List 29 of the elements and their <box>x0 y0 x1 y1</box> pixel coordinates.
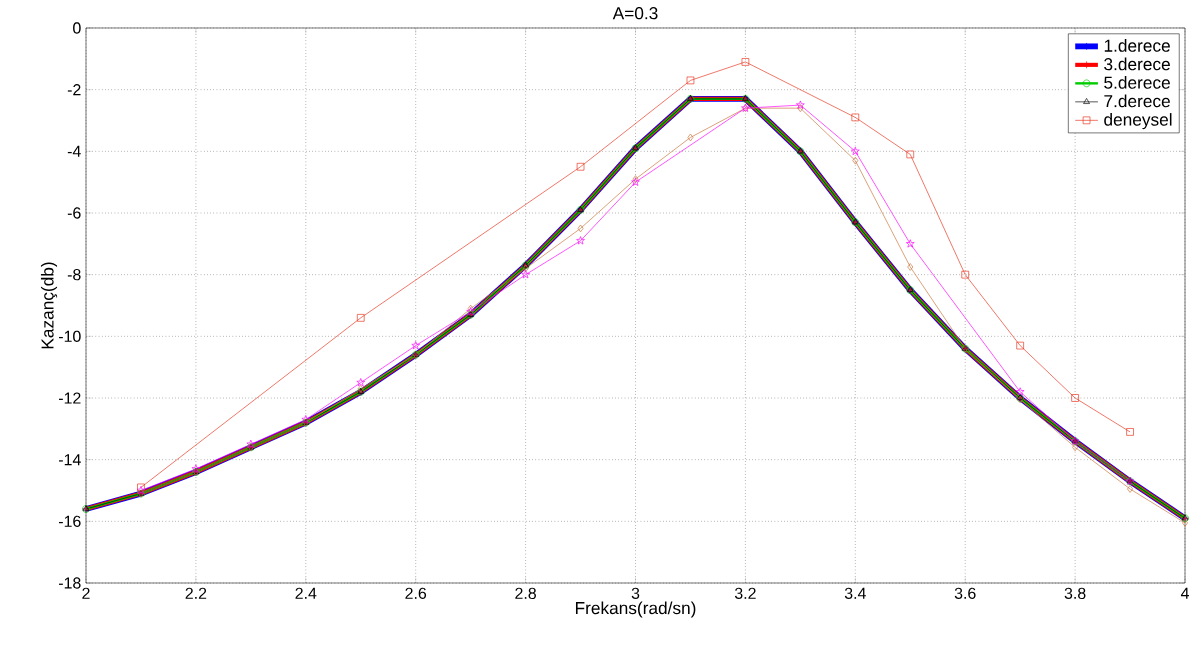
x-axis-title: Frekans(rad/sn) <box>575 601 696 618</box>
y-tick-label: -16 <box>58 515 81 527</box>
y-tick-label: -12 <box>58 392 81 404</box>
chart-title: A=0.3 <box>612 7 658 20</box>
x-tick-label: 3.8 <box>1064 587 1086 599</box>
legend-label: 5.derece <box>1104 76 1170 89</box>
y-tick-label: -4 <box>67 145 81 157</box>
legend-label: 3.derece <box>1104 57 1170 71</box>
y-tick-label: -18 <box>58 577 81 589</box>
y-axis-title: Kazanç(db) <box>40 262 58 349</box>
x-tick-label: 3.2 <box>734 587 756 599</box>
x-tick-label: 2.4 <box>295 587 317 599</box>
legend-label: 1.derece <box>1104 39 1170 52</box>
y-tick-label: -2 <box>67 84 81 96</box>
x-tick-label: 2 <box>82 587 90 599</box>
y-tick-label: -8 <box>67 269 81 281</box>
x-tick-label: 2.8 <box>515 587 536 599</box>
x-tick-label: 2.6 <box>405 587 427 599</box>
x-tick-label: 2.2 <box>185 587 207 599</box>
y-tick-label: -10 <box>58 330 81 342</box>
legend-label: deneysel <box>1104 113 1172 130</box>
y-tick-label: -14 <box>58 454 81 466</box>
x-tick-label: 4 <box>1180 587 1189 599</box>
y-tick-label: -6 <box>67 207 81 219</box>
x-tick-label: 3.4 <box>844 587 866 599</box>
x-tick-label: 3.6 <box>954 587 976 599</box>
x-tick-label: 3 <box>631 587 640 599</box>
legend-label: 7.derece <box>1104 94 1170 108</box>
y-tick-label: 0 <box>73 22 81 34</box>
